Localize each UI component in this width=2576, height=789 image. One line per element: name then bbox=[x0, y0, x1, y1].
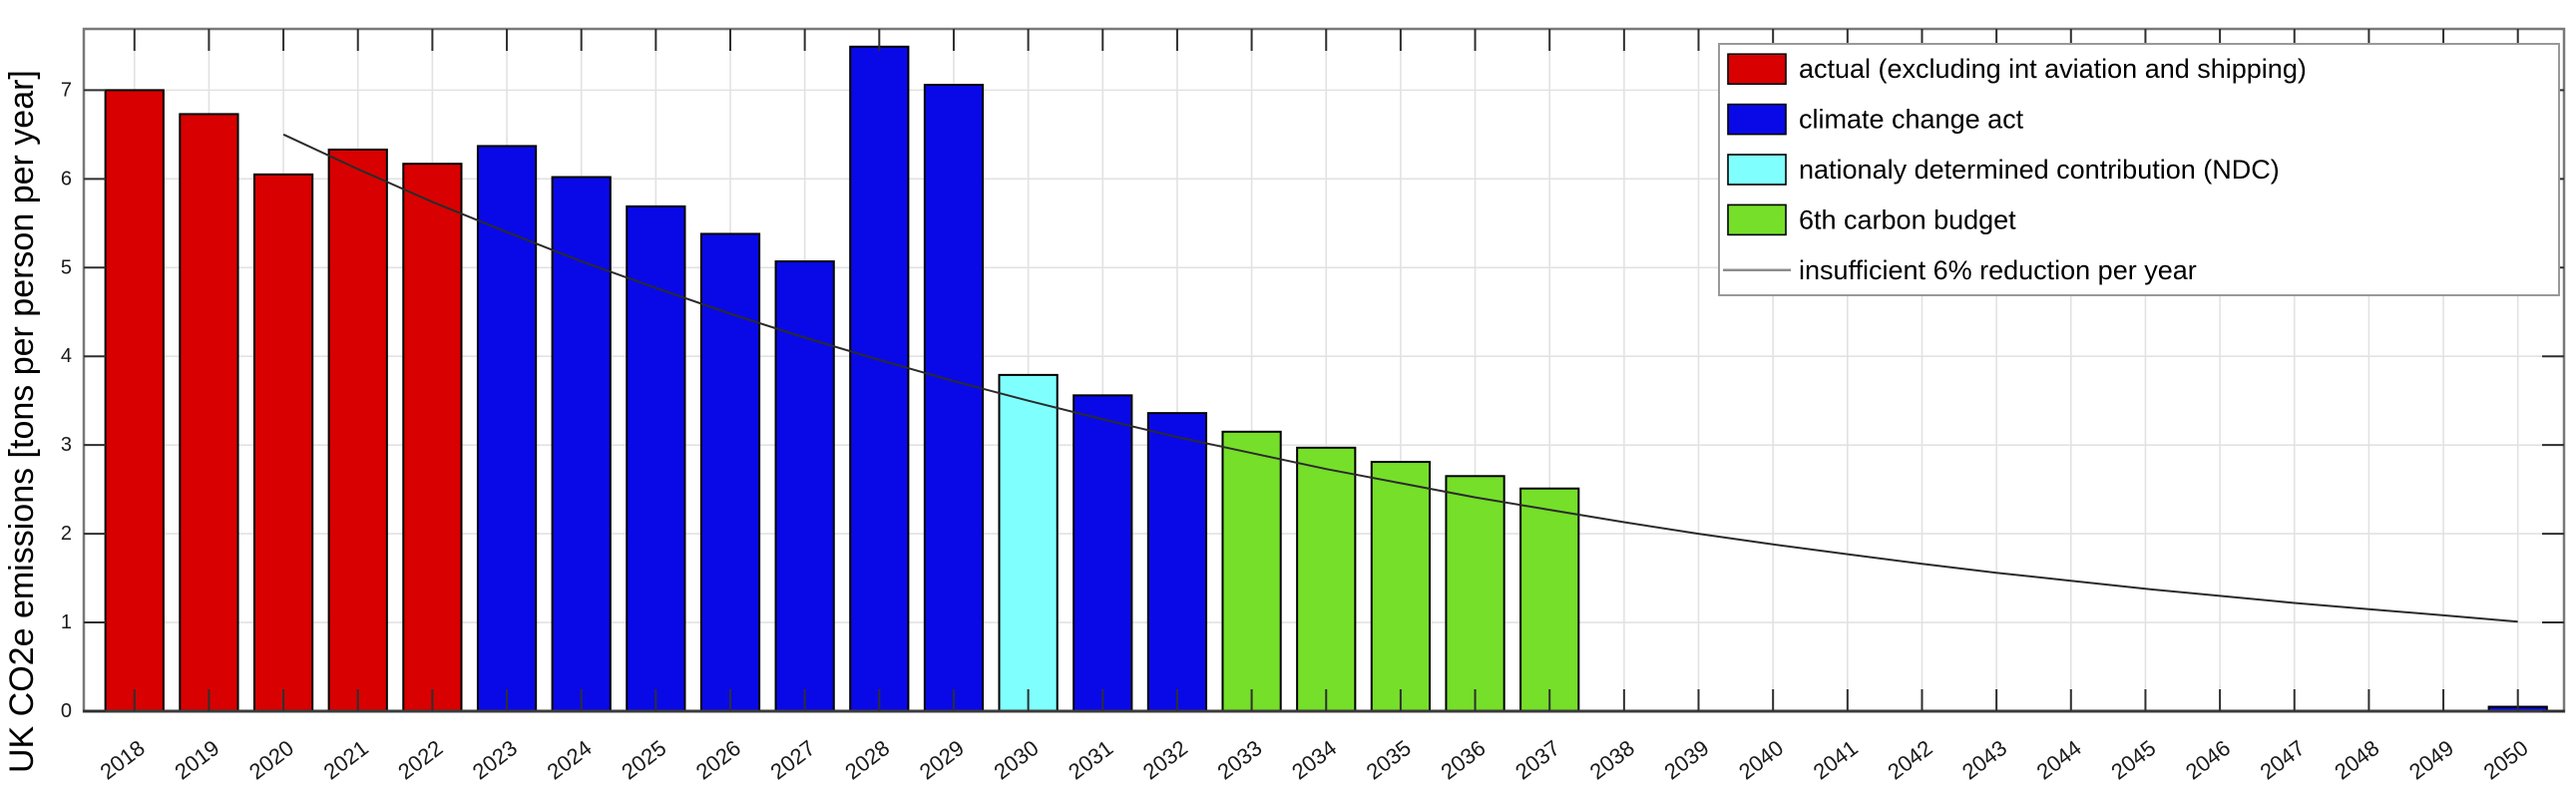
y-tick-label-7: 7 bbox=[61, 79, 72, 101]
bar-2023 bbox=[476, 145, 538, 713]
bar-2024 bbox=[551, 176, 612, 712]
x-tick-label-2030: 2030 bbox=[989, 735, 1043, 784]
x-tick-label-2047: 2047 bbox=[2256, 735, 2310, 784]
legend-swatch-1 bbox=[1727, 103, 1787, 136]
x-tick-label-2038: 2038 bbox=[1585, 735, 1639, 784]
legend-label-1: climate change act bbox=[1799, 105, 2024, 135]
bar-2033 bbox=[1221, 430, 1282, 712]
x-tick-label-2042: 2042 bbox=[1883, 735, 1936, 784]
reduction-curve bbox=[282, 133, 2518, 623]
bar-2018 bbox=[104, 89, 165, 712]
tick-marks bbox=[84, 29, 2564, 712]
legend-swatch-2 bbox=[1727, 154, 1787, 186]
x-tick-label-2041: 2041 bbox=[1809, 735, 1863, 784]
legend-label-3: 6th carbon budget bbox=[1799, 204, 2016, 234]
x-tick-label-2021: 2021 bbox=[319, 735, 373, 784]
bar-2025 bbox=[626, 204, 686, 712]
legend-box bbox=[1718, 43, 2560, 296]
bar-2026 bbox=[699, 232, 761, 713]
x-tick-label-2048: 2048 bbox=[2330, 735, 2383, 784]
bar-2035 bbox=[1370, 461, 1432, 712]
x-tick-label-2044: 2044 bbox=[2032, 735, 2086, 784]
bar-2022 bbox=[402, 163, 463, 712]
y-tick-label-1: 1 bbox=[61, 611, 72, 633]
x-tick-label-2022: 2022 bbox=[393, 735, 447, 784]
bars bbox=[104, 45, 2548, 713]
bar-2028 bbox=[849, 45, 910, 713]
x-tick-label-2027: 2027 bbox=[766, 735, 820, 784]
x-tick-label-2049: 2049 bbox=[2404, 735, 2458, 784]
x-tick-label-2024: 2024 bbox=[543, 735, 597, 784]
axes-box bbox=[82, 27, 2566, 713]
x-tick-label-2032: 2032 bbox=[1138, 735, 1192, 784]
x-tick-label-2035: 2035 bbox=[1362, 735, 1416, 784]
bar-2021 bbox=[327, 148, 388, 713]
x-tick-label-2019: 2019 bbox=[170, 735, 223, 784]
x-tick-label-2025: 2025 bbox=[617, 735, 670, 784]
bar-2037 bbox=[1519, 487, 1580, 713]
x-tick-label-2050: 2050 bbox=[2479, 735, 2533, 784]
y-tick-label-0: 0 bbox=[61, 700, 72, 722]
x-tick-label-2036: 2036 bbox=[1436, 735, 1490, 784]
x-tick-label-2023: 2023 bbox=[468, 735, 522, 784]
x-tick-label-2020: 2020 bbox=[244, 735, 298, 784]
bar-2032 bbox=[1146, 412, 1208, 712]
legend-label-0: actual (excluding int aviation and shipp… bbox=[1799, 54, 2307, 84]
x-tick-label-2034: 2034 bbox=[1287, 735, 1341, 784]
legend-label-2: nationaly determined contribution (NDC) bbox=[1799, 155, 2280, 185]
x-tick-label-2039: 2039 bbox=[1659, 735, 1713, 784]
bar-2036 bbox=[1445, 475, 1505, 712]
bar-2020 bbox=[252, 173, 314, 712]
legend-swatch-0 bbox=[1727, 53, 1787, 86]
insufficient-reduction-line bbox=[282, 133, 2518, 623]
x-tick-label-2026: 2026 bbox=[691, 735, 745, 784]
x-tick-label-2033: 2033 bbox=[1212, 735, 1266, 784]
x-tick-label-2029: 2029 bbox=[915, 735, 969, 784]
y-tick-label-2: 2 bbox=[61, 523, 72, 545]
x-tick-label-2040: 2040 bbox=[1734, 735, 1788, 784]
legend: actual (excluding int aviation and shipp… bbox=[1718, 43, 2560, 296]
y-axis-label: UK CO2e emissions [tons per person per y… bbox=[3, 70, 41, 773]
bar-2027 bbox=[774, 260, 835, 712]
bar-2019 bbox=[179, 113, 239, 713]
x-tick-label-2037: 2037 bbox=[1510, 735, 1564, 784]
x-tick-label-2028: 2028 bbox=[840, 735, 894, 784]
x-tick-label-2031: 2031 bbox=[1064, 735, 1117, 784]
x-tick-label-2046: 2046 bbox=[2181, 735, 2235, 784]
legend-swatch-3 bbox=[1727, 203, 1787, 236]
bar-2029 bbox=[923, 84, 985, 712]
y-tick-label-3: 3 bbox=[61, 434, 72, 456]
x-tick-label-2018: 2018 bbox=[96, 735, 150, 784]
y-tick-label-4: 4 bbox=[61, 345, 72, 367]
x-tick-label-2045: 2045 bbox=[2106, 735, 2160, 784]
y-tick-label-6: 6 bbox=[61, 168, 72, 190]
bar-2034 bbox=[1296, 446, 1357, 712]
x-tick-label-2043: 2043 bbox=[1957, 735, 2011, 784]
legend-label-4: insufficient 6% reduction per year bbox=[1799, 255, 2197, 285]
y-tick-label-5: 5 bbox=[61, 256, 72, 278]
bar-2030 bbox=[998, 373, 1059, 712]
bar-2031 bbox=[1073, 394, 1133, 712]
